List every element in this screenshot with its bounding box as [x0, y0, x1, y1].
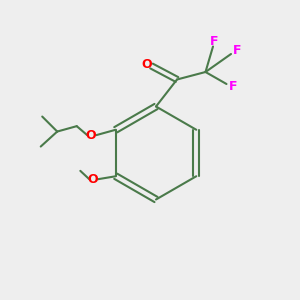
Text: F: F: [210, 34, 219, 48]
Text: F: F: [233, 44, 241, 58]
Text: F: F: [229, 80, 237, 93]
Text: O: O: [85, 129, 96, 142]
Text: O: O: [142, 58, 152, 71]
Text: O: O: [87, 173, 98, 186]
